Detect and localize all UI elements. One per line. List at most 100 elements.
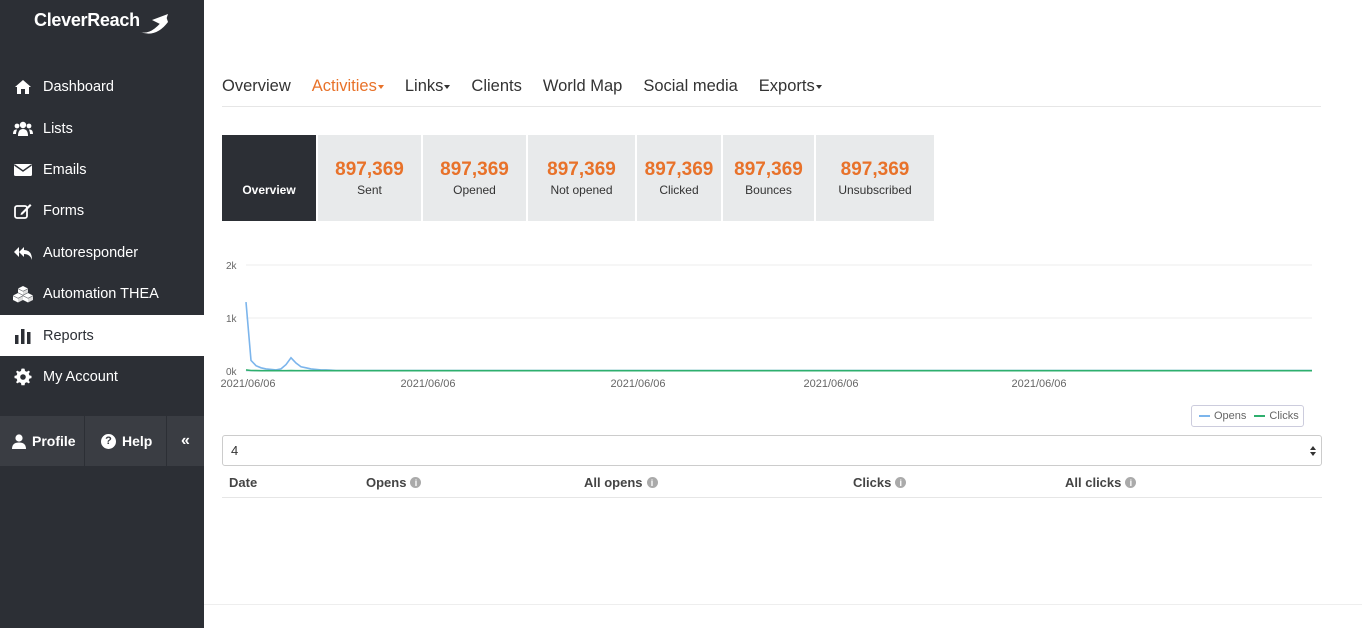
sidebar-item-label: Dashboard (43, 78, 114, 95)
tab-label: Clients (471, 77, 522, 95)
user-icon (12, 433, 26, 449)
stat-value: 897,369 (644, 159, 714, 180)
tab-label: World Map (542, 77, 623, 95)
stat-card-bounces[interactable]: 897,369 Bounces (723, 135, 814, 221)
tab-social-media[interactable]: Social media (643, 72, 737, 100)
stat-label: Bounces (745, 183, 792, 197)
column-header-clicks[interactable]: Clicks i (853, 475, 907, 490)
column-label: All opens (584, 475, 643, 490)
legend-opens-label: Opens (1214, 410, 1247, 422)
entries-select-value: 4 (231, 443, 239, 458)
stat-card-overview[interactable]: Overview (222, 135, 316, 221)
y-tick-label: 0k (226, 367, 238, 378)
stat-card-opened[interactable]: 897,369 Opened (423, 135, 526, 221)
table-header: Date Opens i All opens i Clicks i All click… (222, 467, 1322, 498)
series-line-clicks[interactable] (245, 369, 1312, 372)
column-header-all-opens[interactable]: All opens i (584, 475, 658, 490)
tab-clients[interactable]: Clients (471, 72, 521, 100)
stat-card-sent[interactable]: 897,369 Sent (318, 135, 421, 221)
help-label: Help (122, 433, 153, 449)
cubes-icon (13, 284, 33, 304)
stat-card-not-opened[interactable]: 897,369 Not opened (528, 135, 635, 221)
tab-activities[interactable]: Activities (312, 72, 384, 100)
sidebar-item-forms[interactable]: Forms (0, 190, 204, 231)
sidebar-footer: Profile ? Help « (0, 416, 204, 466)
stat-label: Unsubscribed (838, 183, 912, 197)
info-icon[interactable]: i (895, 477, 907, 488)
chart-legend[interactable]: Opens Clicks (1191, 405, 1304, 427)
stat-label: Not opened (550, 183, 613, 197)
gear-icon (13, 367, 33, 387)
tab-exports[interactable]: Exports (759, 72, 822, 100)
help-button[interactable]: ? Help (85, 416, 166, 466)
tab-label: Exports (758, 77, 815, 95)
column-label: Date (229, 475, 258, 490)
footer-divider (84, 416, 85, 466)
caret-down-icon (815, 84, 822, 89)
edit-icon (13, 201, 33, 221)
sidebar-item-label: Lists (43, 120, 73, 137)
sidebar-item-label: Automation THEA (43, 285, 159, 302)
column-label: Clicks (853, 475, 892, 490)
column-header-opens[interactable]: Opens i (366, 475, 422, 490)
sidebar-item-label: Emails (43, 161, 87, 178)
logo-swoosh-icon (140, 14, 168, 34)
y-tick-label: 2k (226, 261, 238, 272)
stat-value: 897,369 (547, 159, 616, 180)
tab-label: Links (404, 77, 444, 95)
stat-value: 897,369 (840, 159, 910, 180)
legend-clicks-label: Clicks (1269, 410, 1299, 422)
sidebar-item-label: My Account (43, 368, 118, 385)
tab-links[interactable]: Links (405, 72, 451, 100)
caret-down-icon (444, 84, 451, 89)
sidebar-item-label: Forms (43, 202, 85, 219)
logo-text: CleverReach (34, 10, 140, 30)
tab-label: Overview (222, 77, 291, 95)
column-label: Opens (366, 475, 407, 490)
footer-divider (204, 604, 1362, 605)
series-line-opens[interactable] (245, 302, 1312, 372)
reply-all-icon (13, 243, 33, 263)
x-tick-label: 2021/06/06 (610, 378, 665, 390)
sidebar-item-dashboard[interactable]: Dashboard (0, 66, 204, 107)
y-tick-label: 1k (226, 314, 238, 325)
column-header-all-clicks[interactable]: All clicks i (1065, 475, 1137, 490)
stat-card-clicked[interactable]: 897,369 Clicked (637, 135, 721, 221)
sidebar-item-emails[interactable]: Emails (0, 149, 204, 190)
x-tick-label: 2021/06/06 (1011, 378, 1066, 390)
stat-label: Overview (242, 183, 296, 197)
profile-label: Profile (32, 433, 76, 449)
tab-world-map[interactable]: World Map (543, 72, 622, 100)
stat-label: Clicked (659, 183, 699, 197)
entries-select[interactable]: 4 (222, 435, 1322, 466)
stat-card-unsubscribed[interactable]: 897,369 Unsubscribed (816, 135, 934, 221)
home-icon (13, 77, 33, 97)
column-label: All clicks (1065, 475, 1122, 490)
info-icon[interactable]: i (1125, 477, 1137, 488)
sidebar-item-autoresponder[interactable]: Autoresponder (0, 232, 204, 273)
x-tick-label: 2021/06/06 (400, 378, 455, 390)
envelope-icon (13, 160, 33, 180)
tab-label: Social media (643, 77, 738, 95)
column-header-date[interactable]: Date (229, 475, 257, 490)
legend-clicks-swatch (1254, 415, 1266, 417)
info-icon[interactable]: i (646, 477, 658, 488)
sidebar-item-reports[interactable]: Reports (0, 315, 204, 356)
sidebar-item-my-account[interactable]: My Account (0, 356, 204, 397)
select-arrows-icon (1310, 446, 1316, 456)
bar-chart-icon (13, 326, 33, 346)
sidebar: CleverReach Dashboard Lists Emails Forms (0, 0, 204, 628)
double-chevron-left-icon: « (181, 432, 190, 449)
sidebar-item-automation-thea[interactable]: Automation THEA (0, 273, 204, 314)
stat-label: Sent (357, 183, 382, 197)
profile-button[interactable]: Profile (0, 416, 84, 466)
stat-value: 897,369 (335, 159, 404, 180)
sidebar-item-label: Autoresponder (43, 244, 139, 261)
tab-overview[interactable]: Overview (222, 72, 291, 100)
info-icon[interactable]: i (410, 477, 422, 488)
legend-opens-swatch (1199, 415, 1210, 417)
sidebar-item-lists[interactable]: Lists (0, 108, 204, 149)
stat-value: 897,369 (440, 159, 509, 180)
collapse-sidebar-button[interactable]: « (167, 416, 204, 466)
caret-down-icon (377, 84, 384, 89)
